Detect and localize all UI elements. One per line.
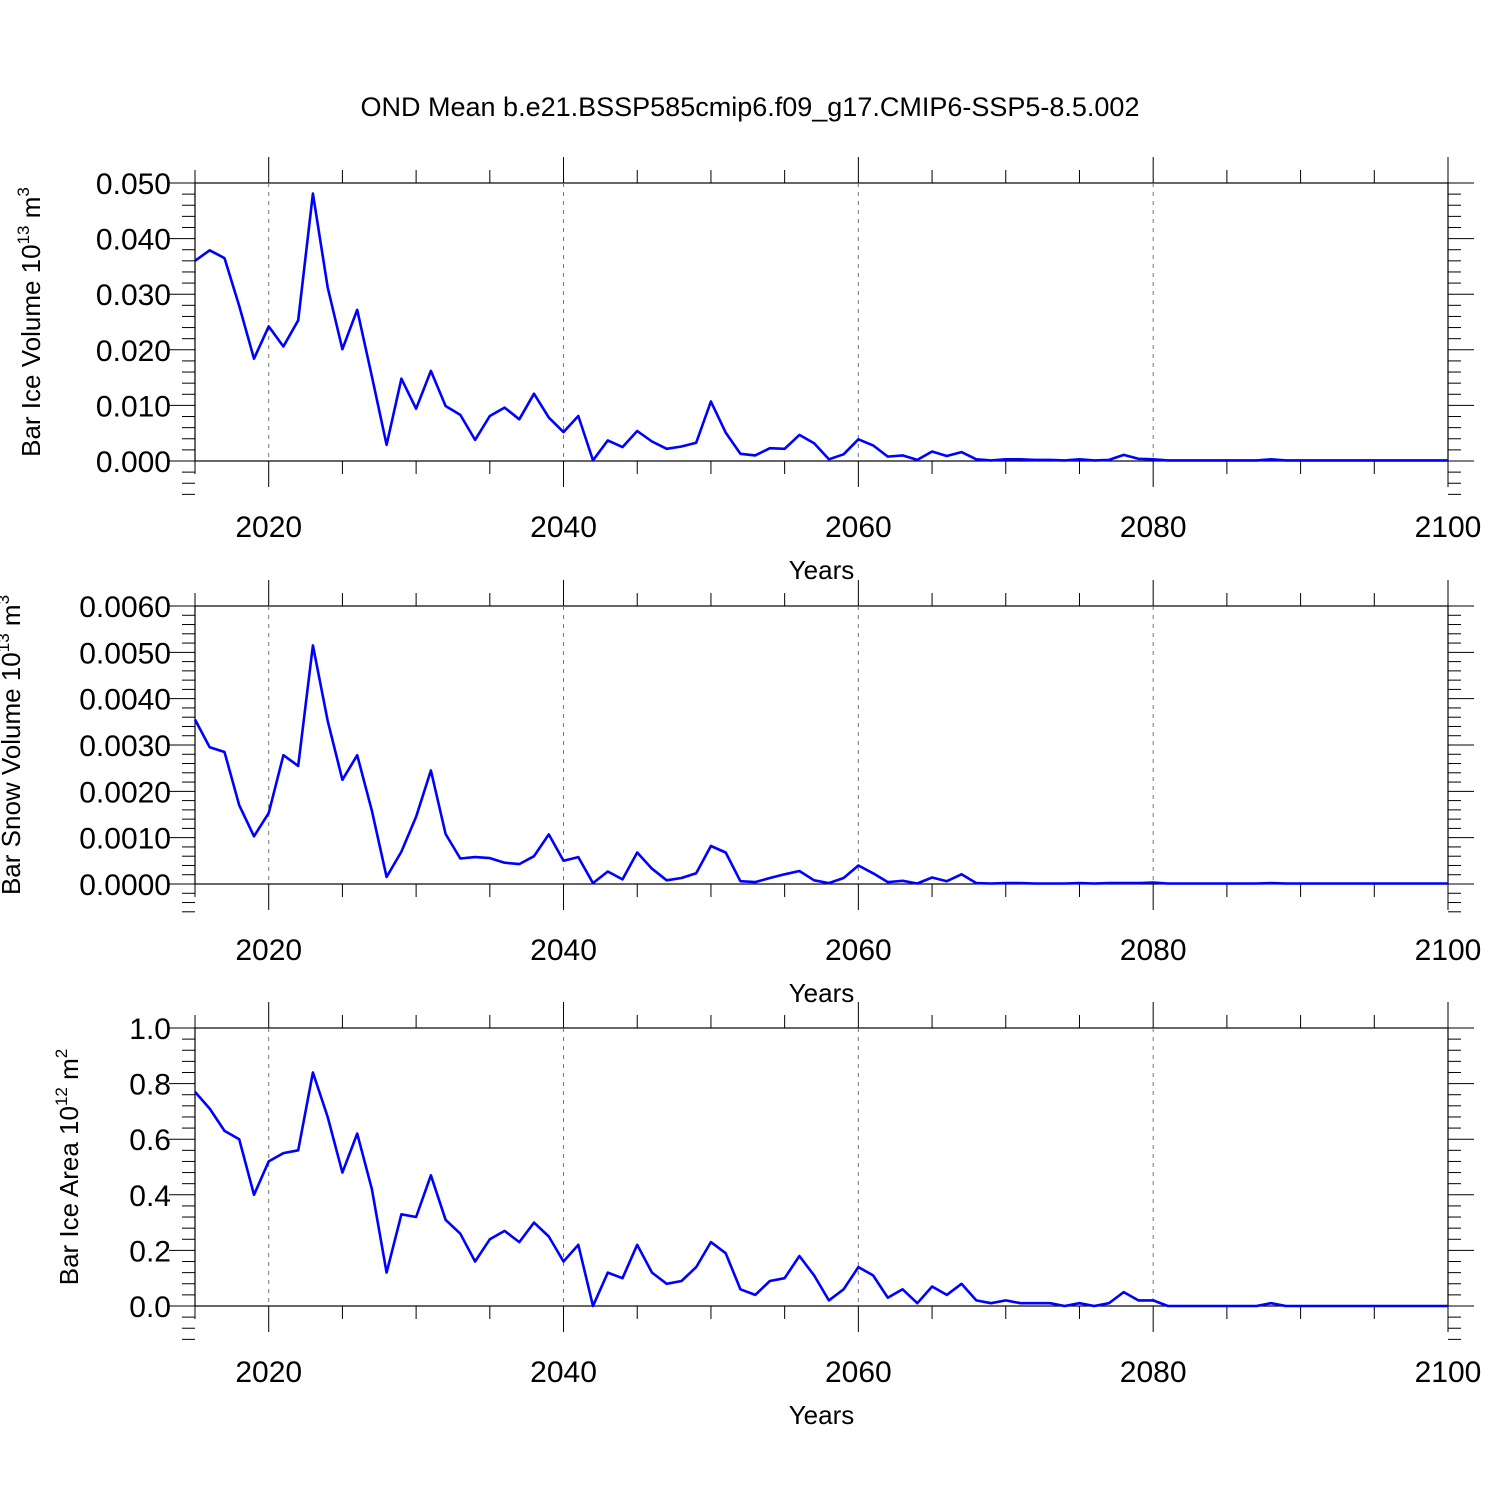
y-tick-label: 0.040 (96, 224, 171, 257)
y-axis-label: Bar Snow Volume 1013 m3 (0, 595, 26, 895)
x-tick-label: 2080 (1120, 511, 1187, 544)
y-axis-label: Bar Ice Area 1012 m2 (52, 1049, 84, 1286)
y-axis-label: Bar Ice Volume 1013 m3 (14, 187, 46, 457)
x-tick-label: 2100 (1415, 1356, 1482, 1389)
x-axis-label: Years (789, 978, 855, 1008)
chart-panel-2: 2020 2040 2060 2080 2100 Years 0.0000 0.0010 0.0… (0, 580, 1481, 1008)
x-tick-label: 2060 (825, 1356, 892, 1389)
x-tick-label: 2020 (235, 511, 302, 544)
y-tick-label: 0.0030 (79, 730, 171, 763)
y-tick-label: 0.010 (96, 390, 171, 423)
y-tick-label: 0.020 (96, 335, 171, 368)
y-tick-label: 0.8 (129, 1069, 171, 1102)
y-tick-label: 1.0 (129, 1013, 171, 1046)
y-tick-label: 0.0010 (79, 823, 171, 856)
x-axis-label: Years (789, 1400, 855, 1430)
chart-panel-3: 2020 2040 2060 2080 2100 Years 0.0 0.2 0.4 0.6 0.8… (52, 1002, 1481, 1430)
x-tick-label: 2020 (235, 1356, 302, 1389)
plot-frame (194, 605, 1449, 885)
plot-frame (194, 182, 1449, 462)
x-tick-label: 2060 (825, 511, 892, 544)
series-line (193, 644, 1448, 885)
x-tick-label: 2020 (235, 934, 302, 967)
x-tick-label: 2100 (1415, 511, 1482, 544)
y-tick-label: 0.0 (129, 1291, 171, 1324)
y-tick-label: 0.050 (96, 168, 171, 201)
y-tick-label: 0.0060 (79, 591, 171, 624)
x-axis-label: Years (789, 555, 855, 585)
y-tick-label: 0.030 (96, 279, 171, 312)
x-tick-label: 2040 (530, 511, 597, 544)
series-line (194, 1071, 1448, 1308)
plot-frame (194, 1027, 1449, 1307)
series-line (194, 192, 1448, 462)
x-tick-label: 2100 (1415, 934, 1482, 967)
x-tick-label: 2080 (1120, 934, 1187, 967)
y-tick-label: 0.0000 (79, 869, 171, 902)
chart-title: OND Mean b.e21.BSSP585cmip6.f09_g17.CMIP… (360, 92, 1140, 122)
y-tick-label: 0.4 (129, 1180, 171, 1213)
x-tick-label: 2040 (530, 934, 597, 967)
chart-panel-1: 2020 2040 2060 2080 2100 Years 0.000 0.010 0.020… (14, 157, 1481, 585)
y-tick-label: 0.0020 (79, 776, 171, 809)
x-tick-label: 2080 (1120, 1356, 1187, 1389)
y-tick-label: 0.2 (129, 1235, 171, 1268)
y-tick-label: 0.000 (96, 446, 171, 479)
x-tick-label: 2040 (530, 1356, 597, 1389)
y-tick-label: 0.0040 (79, 684, 171, 717)
y-tick-label: 0.6 (129, 1124, 171, 1157)
y-tick-label: 0.0050 (79, 637, 171, 670)
x-tick-label: 2060 (825, 934, 892, 967)
